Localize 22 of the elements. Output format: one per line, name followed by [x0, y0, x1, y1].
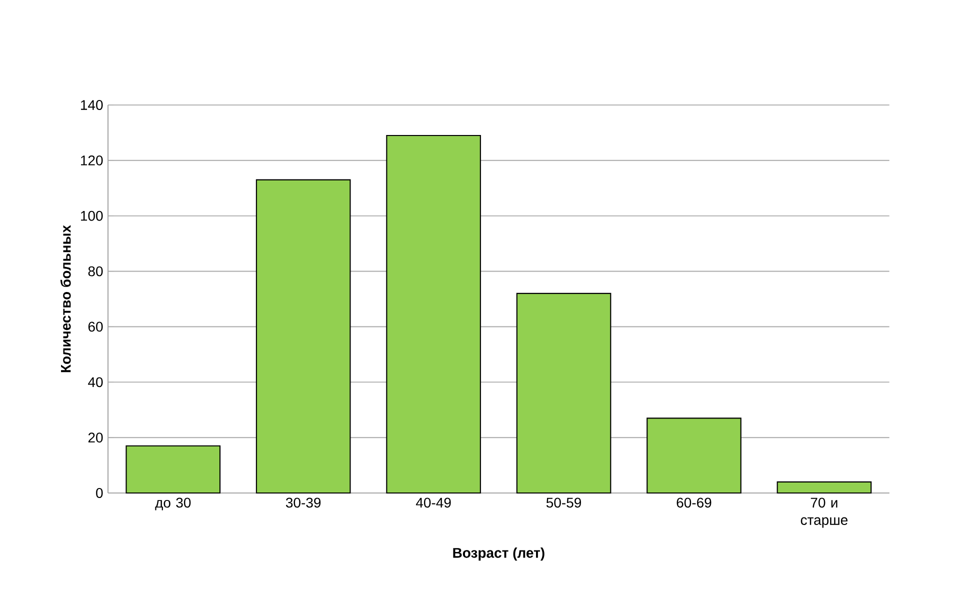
y-tick-label: 120 — [81, 155, 103, 166]
x-tick-label: 50-59 — [546, 498, 581, 508]
y-tick-label: 40 — [88, 377, 103, 388]
y-tick-label: 80 — [88, 266, 103, 276]
bar — [256, 179, 351, 494]
y-axis-title: Количество больных — [60, 225, 71, 372]
y-tick-label: 60 — [88, 322, 103, 332]
x-tick-label: 40-49 — [416, 498, 451, 508]
y-tick-label: 0 — [96, 488, 103, 498]
y-tick-label: 20 — [88, 432, 103, 443]
bar — [126, 445, 221, 494]
x-axis-title: Возраст (лет) — [453, 548, 544, 561]
x-tick-label: 30-39 — [286, 498, 321, 508]
bar — [386, 134, 481, 494]
y-tick-label: 100 — [81, 210, 103, 221]
x-tick-label: до 30 — [155, 498, 191, 510]
y-tick-label: 140 — [81, 100, 103, 110]
x-tick-label: 70 и старше — [800, 498, 848, 528]
bar — [776, 481, 872, 494]
bar — [516, 292, 612, 494]
bar — [646, 418, 742, 494]
x-tick-label: 60-69 — [676, 498, 712, 508]
